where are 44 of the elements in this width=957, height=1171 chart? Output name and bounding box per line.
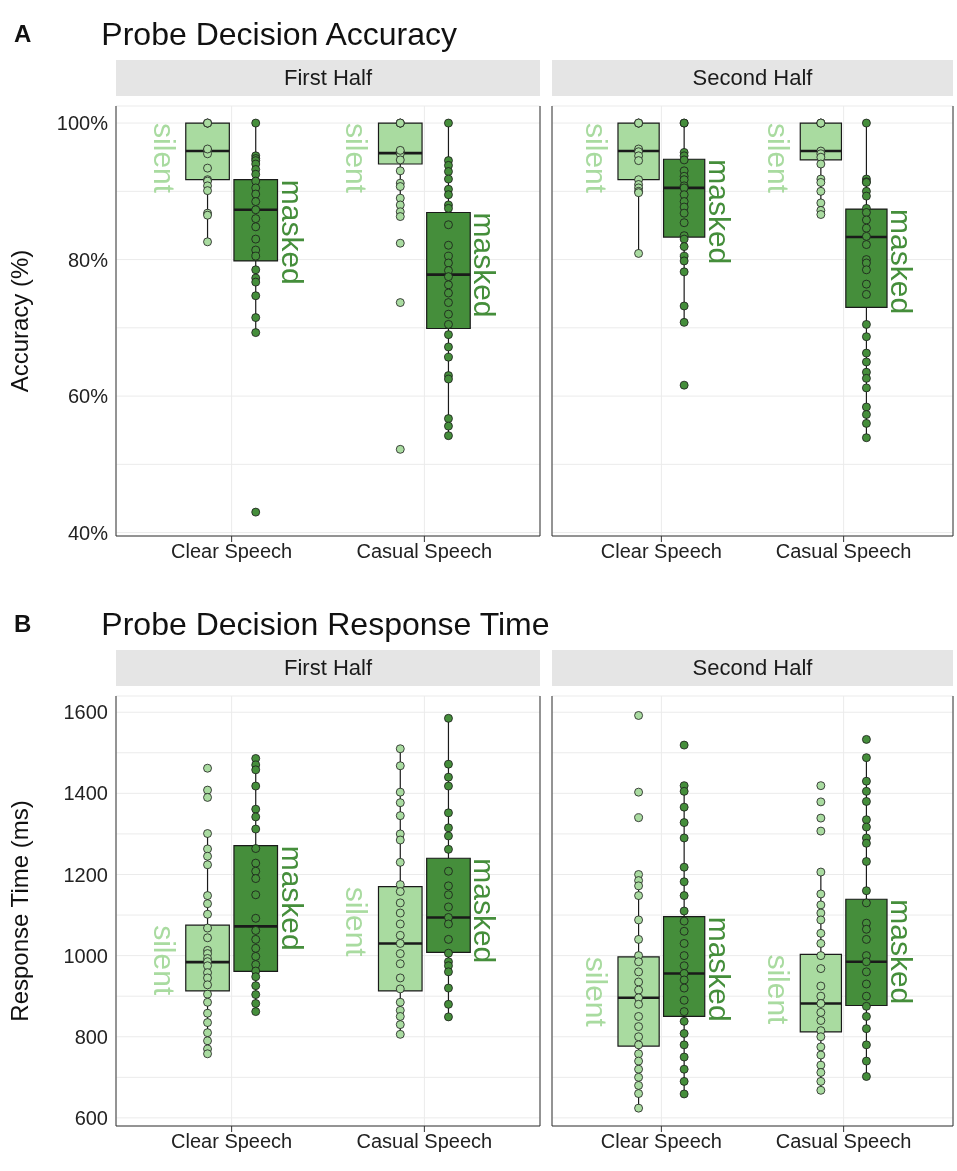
y-tick-label: 40% <box>67 521 109 544</box>
text: masked <box>885 209 919 315</box>
x-tick-label: Casual Speech <box>775 1130 912 1153</box>
x-tick-label: Clear Speech <box>171 540 293 563</box>
y-tick-label: 800 <box>74 1025 108 1048</box>
chart-title: Probe Decision Accuracy <box>101 15 458 53</box>
text: masked <box>885 899 919 1005</box>
x-tick-label: Casual Speech <box>775 540 912 563</box>
chart-subtitle: Second Half <box>552 650 953 686</box>
text: silent <box>340 123 374 194</box>
text: silent <box>147 925 181 996</box>
x-tick-label: Casual Speech <box>356 1130 493 1153</box>
y-tick-label: 1200 <box>63 863 108 886</box>
text: masked <box>468 212 502 318</box>
chart-subtitle: First Half <box>116 650 540 686</box>
text: silent <box>579 123 613 194</box>
text: masked <box>468 858 502 964</box>
x-tick-label: Clear Speech <box>600 540 722 563</box>
y-tick-label: 1000 <box>63 944 108 967</box>
y-tick-label: 600 <box>74 1106 108 1129</box>
x-tick-label: Clear Speech <box>600 1130 722 1153</box>
y-tick-label: 1400 <box>63 782 108 805</box>
text: A <box>13 20 32 48</box>
y-axis-title: Response Time (ms) <box>6 800 33 1022</box>
y-tick-label: 1600 <box>63 701 108 724</box>
x-tick-label: Clear Speech <box>171 1130 293 1153</box>
x-tick-label: Casual Speech <box>356 540 493 563</box>
text: masked <box>275 179 309 285</box>
text: masked <box>275 845 309 951</box>
chart-title: Probe Decision Response Time <box>101 605 550 643</box>
text: silent <box>762 954 796 1025</box>
y-axis-title: Accuracy (%) <box>6 249 33 393</box>
y-tick-label: 60% <box>67 385 109 408</box>
text: silent <box>147 123 181 194</box>
text: silent <box>579 956 613 1028</box>
y-tick-label: 100% <box>56 112 109 135</box>
text: silent <box>762 123 796 194</box>
text: B <box>13 610 32 638</box>
text: masked <box>702 916 736 1022</box>
text: silent <box>340 886 374 957</box>
chart-subtitle: Second Half <box>552 60 953 96</box>
chart-subtitle: First Half <box>116 60 540 96</box>
y-tick-label: 80% <box>67 248 109 271</box>
text: masked <box>702 159 736 265</box>
